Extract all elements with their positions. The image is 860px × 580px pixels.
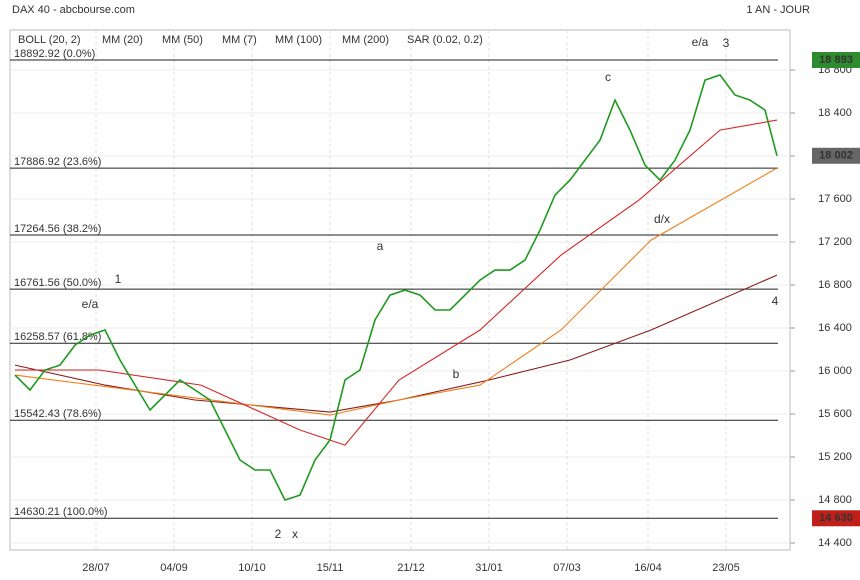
wave-label: 4 [772,294,779,308]
y-tick-label: 16 800 [818,279,852,291]
wave-label: x [292,527,298,541]
x-tick-label: 28/07 [82,562,110,574]
x-tick-label: 15/11 [317,562,344,574]
y-tick-label: 18 400 [818,107,852,119]
legend-entry: MM (100) [275,34,322,46]
legend-entry: MM (200) [342,34,389,46]
x-tick-label: 04/09 [160,562,188,574]
y-tick-label: 15 200 [818,451,852,463]
y-tick-label: 14 400 [818,537,852,549]
wave-label: e/a [82,297,99,311]
legend-entry: SAR (0.02, 0.2) [407,34,483,46]
x-tick-label: 23/05 [712,562,740,574]
wave-label: 3 [723,36,730,50]
wave-label: e/a [692,35,709,49]
series-line [14,74,778,501]
y-tick-label: 17 600 [818,193,852,205]
x-tick-label: 16/04 [634,562,662,574]
fib-label: 16761.56 (50.0%) [14,277,101,289]
fib-label: 15542.43 (78.6%) [14,408,101,420]
x-tick-label: 21/12 [397,562,425,574]
fib-label: 14630.21 (100.0%) [14,506,108,518]
wave-label: c [605,70,611,84]
chart-subtitle: 1 AN - JOUR [746,4,810,16]
wave-label: b [453,367,460,381]
price-tag-label: 18 002 [819,150,853,162]
price-tag-label: 14 630 [819,512,853,524]
y-tick-label: 16 400 [818,322,852,334]
legend-entry: MM (20) [102,34,143,46]
series-line [15,119,778,446]
wave-label: d/x [654,212,670,226]
y-tick-label: 17 200 [818,236,852,248]
y-tick-label: 15 600 [818,408,852,420]
fib-label: 17886.92 (23.6%) [14,156,101,168]
wave-label: a [377,239,384,253]
chart-title: DAX 40 - abcbourse.com [12,4,135,16]
price-tag [812,51,860,68]
legend-entry: MM (7) [222,34,257,46]
price-tag-label: 18 893 [819,54,853,66]
series-line [14,167,778,416]
x-tick-label: 31/01 [475,562,503,574]
legend-entry: BOLL (20, 2) [18,34,81,46]
y-tick-label: 16 000 [818,365,852,377]
x-tick-label: 07/03 [553,562,581,574]
x-tick-label: 10/10 [238,562,266,574]
fib-label: 18892.92 (0.0%) [14,48,95,60]
wave-label: 1 [115,272,122,286]
price-tag [812,147,860,164]
fib-label: 16258.57 (61.8%) [14,331,101,343]
fib-label: 17264.56 (38.2%) [14,223,101,235]
y-tick-label: 14 800 [818,494,852,506]
legend-entry: MM (50) [162,34,203,46]
wave-label: 2 [275,527,282,541]
plot-frame [9,29,791,551]
price-tag [812,510,860,527]
